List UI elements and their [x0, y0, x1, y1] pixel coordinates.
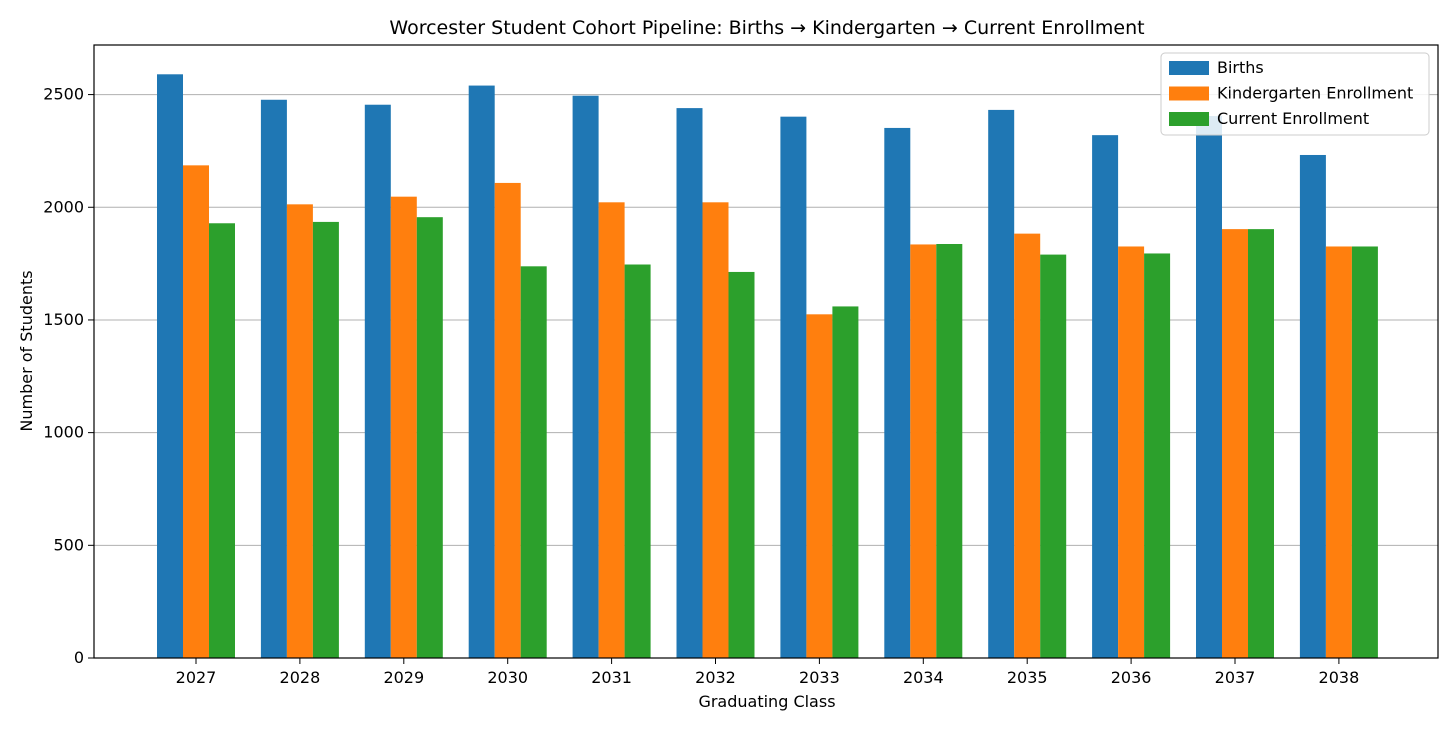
bar-kindergarten-enrollment	[910, 244, 937, 658]
bar-births	[1299, 154, 1326, 658]
legend-swatch	[1169, 86, 1209, 101]
bar-kindergarten-enrollment	[1222, 229, 1248, 658]
bar-current-enrollment	[624, 264, 651, 658]
bar-kindergarten-enrollment	[1325, 246, 1352, 658]
legend-label: Kindergarten Enrollment	[1217, 84, 1413, 103]
legend-label: Current Enrollment	[1217, 109, 1369, 128]
y-tick-label: 2500	[43, 85, 84, 104]
bars	[157, 74, 1378, 659]
bar-births	[1092, 135, 1119, 658]
bar-current-enrollment	[416, 217, 443, 658]
y-tick-label: 2000	[43, 197, 84, 216]
x-tick-label: 2029	[383, 668, 424, 687]
bar-current-enrollment	[1144, 253, 1171, 658]
x-tick-label: 2030	[487, 668, 528, 687]
bar-current-enrollment	[520, 266, 547, 658]
y-tick-label: 1000	[43, 423, 84, 442]
legend-box	[1160, 52, 1430, 136]
bar-kindergarten-enrollment	[494, 182, 521, 659]
x-tick-label: 2028	[280, 668, 321, 687]
x-tick-label: 2027	[176, 668, 217, 687]
bar-kindergarten-enrollment	[806, 314, 833, 658]
bar-kindergarten-enrollment	[286, 204, 313, 658]
bar-births	[364, 104, 391, 659]
bar-kindergarten-enrollment	[1014, 233, 1041, 658]
bar-births	[157, 74, 183, 658]
y-tick-label: 500	[53, 535, 84, 554]
y-axis-label: Number of Students	[17, 270, 36, 431]
bar-births	[780, 116, 807, 658]
plot-frame	[93, 44, 1439, 659]
bar-births	[572, 95, 599, 659]
bar-current-enrollment	[728, 271, 755, 658]
x-tick-label: 2032	[695, 668, 736, 687]
legend-label: Births	[1217, 58, 1264, 77]
x-tick-label: 2034	[903, 668, 944, 687]
bar-births	[260, 99, 287, 658]
bar-births	[1196, 115, 1222, 659]
bar-current-enrollment	[832, 306, 859, 658]
bar-current-enrollment	[209, 223, 235, 658]
x-tick-label: 2038	[1319, 668, 1360, 687]
bar-current-enrollment	[1248, 229, 1274, 658]
legend: Births Kindergarten Enrollment Current Enr…	[1160, 52, 1430, 136]
legend-swatch	[1169, 112, 1209, 126]
bar-births	[468, 85, 495, 659]
x-tick-label: 2031	[591, 668, 632, 687]
x-tick-label: 2035	[1007, 668, 1048, 687]
bar-kindergarten-enrollment	[702, 202, 729, 658]
bar-births	[988, 109, 1015, 658]
bar-current-enrollment	[1040, 254, 1067, 658]
legend-swatch	[1169, 61, 1209, 75]
bar-kindergarten-enrollment	[390, 196, 417, 658]
x-tick-label: 2033	[799, 668, 840, 687]
bar-births	[676, 108, 703, 658]
y-tick-label: 0	[74, 648, 84, 667]
bar-current-enrollment	[312, 221, 339, 658]
y-axis-ticks: 0 500 1000 1500 2000 2500	[43, 85, 94, 667]
x-axis-ticks: 2027 2028 2029 2030 2031 2032 2033 2034 2035 2036…	[176, 658, 1360, 687]
bar-kindergarten-enrollment	[598, 202, 625, 658]
bar-current-enrollment	[1351, 246, 1378, 658]
bar-births	[884, 127, 911, 658]
bar-kindergarten-enrollment	[1118, 246, 1145, 658]
bar-current-enrollment	[936, 243, 963, 658]
x-axis-label: Graduating Class	[698, 692, 835, 711]
x-tick-label: 2036	[1111, 668, 1152, 687]
bar-kindergarten-enrollment	[183, 165, 209, 659]
chart-title: Worcester Student Cohort Pipeline: Birth…	[389, 17, 1144, 39]
y-tick-label: 1500	[43, 310, 84, 329]
x-tick-label: 2037	[1215, 668, 1256, 687]
